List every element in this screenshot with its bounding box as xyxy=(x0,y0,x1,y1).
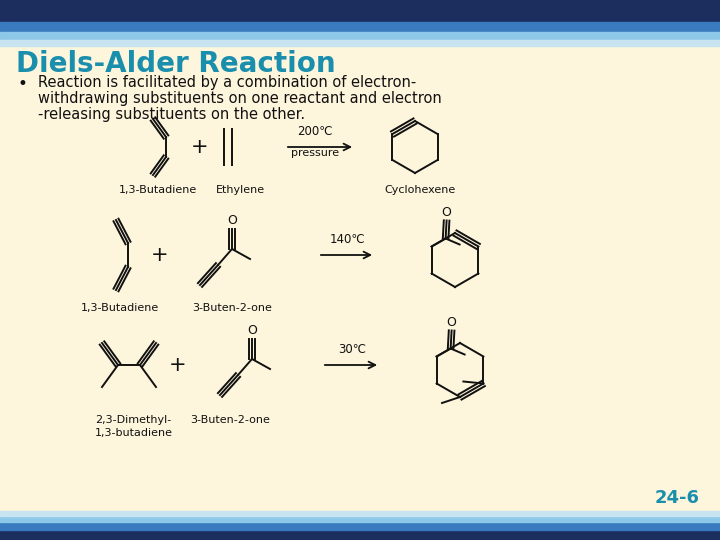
Bar xyxy=(0,40,720,46)
Text: Ethylene: Ethylene xyxy=(215,185,264,195)
Text: O: O xyxy=(441,206,451,219)
Text: O: O xyxy=(227,214,237,227)
Text: 1,3-Butadiene: 1,3-Butadiene xyxy=(81,303,159,313)
Bar xyxy=(0,530,720,540)
Text: •: • xyxy=(18,75,28,93)
Bar xyxy=(0,522,720,530)
Text: 30℃: 30℃ xyxy=(338,343,366,356)
Text: 200℃: 200℃ xyxy=(297,125,333,138)
Text: 1,3-butadiene: 1,3-butadiene xyxy=(95,428,173,438)
Text: 24-6: 24-6 xyxy=(655,489,700,507)
Bar xyxy=(0,516,720,522)
Bar xyxy=(0,22,720,32)
Text: 3-Buten-2-one: 3-Buten-2-one xyxy=(192,303,272,313)
Text: 140℃: 140℃ xyxy=(329,233,365,246)
Text: Cyclohexene: Cyclohexene xyxy=(384,185,456,195)
Text: +: + xyxy=(169,355,186,375)
Text: 1,3-Butadiene: 1,3-Butadiene xyxy=(119,185,197,195)
Bar xyxy=(0,0,720,22)
Text: pressure: pressure xyxy=(291,148,339,158)
Bar xyxy=(0,511,720,516)
Text: withdrawing substituents on one reactant and electron: withdrawing substituents on one reactant… xyxy=(38,91,442,106)
Text: 2,3-Dimethyl-: 2,3-Dimethyl- xyxy=(95,415,171,425)
Text: Diels-Alder Reaction: Diels-Alder Reaction xyxy=(16,50,336,78)
Text: +: + xyxy=(192,137,209,157)
Text: O: O xyxy=(446,315,456,328)
Text: Reaction is facilitated by a combination of electron-: Reaction is facilitated by a combination… xyxy=(38,75,416,90)
Text: O: O xyxy=(247,324,257,337)
Text: +: + xyxy=(151,245,168,265)
Text: 3-Buten-2-one: 3-Buten-2-one xyxy=(190,415,270,425)
Bar xyxy=(0,32,720,40)
Text: -releasing substituents on the other.: -releasing substituents on the other. xyxy=(38,107,305,122)
